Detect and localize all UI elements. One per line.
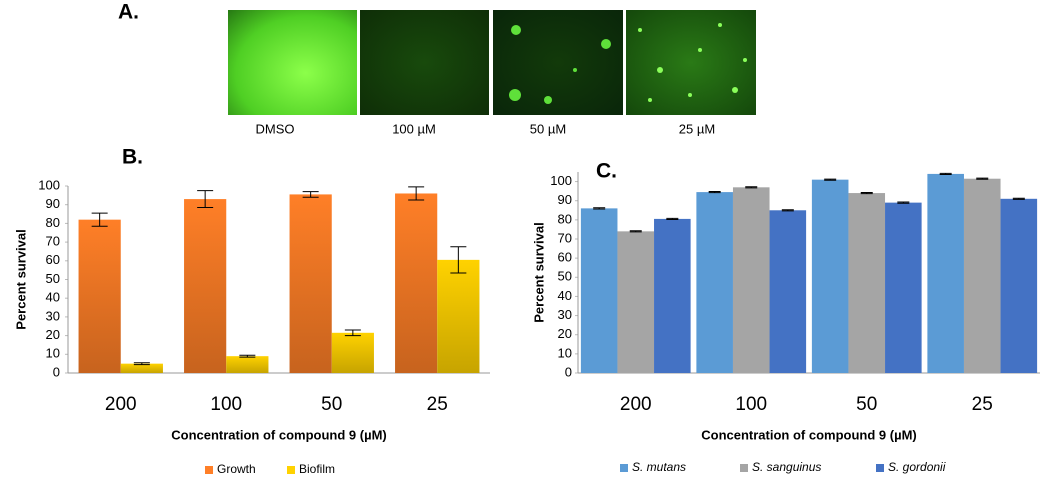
error-bar: [239, 354, 256, 358]
y-tick-label: 50: [46, 271, 60, 286]
error-bar: [344, 329, 361, 337]
x-axis-title: Concentration of compound 9 (µM): [171, 427, 386, 442]
bar: [617, 231, 655, 373]
x-tick-label: 200: [105, 394, 137, 415]
x-axis-title: Concentration of compound 9 (µM): [701, 427, 916, 442]
bar: [885, 202, 922, 373]
y-tick-label: 50: [558, 269, 572, 284]
micrograph: [228, 10, 357, 115]
y-tick-label: 100: [38, 177, 60, 192]
bar: [848, 193, 886, 373]
bar: [437, 259, 480, 373]
legend-label: Growth: [217, 462, 256, 476]
y-tick-label: 20: [46, 327, 60, 342]
y-tick-label: 60: [46, 252, 60, 267]
y-tick-label: 90: [46, 196, 60, 211]
bar: [580, 208, 618, 373]
panel-label: A.: [118, 1, 139, 24]
y-tick-label: 0: [53, 364, 60, 379]
bar: [654, 218, 691, 373]
legend-swatch: [876, 464, 884, 472]
micrograph-spots: [638, 23, 747, 102]
error-bar: [593, 207, 606, 210]
y-tick-label: 20: [558, 326, 572, 341]
micrograph: [626, 10, 756, 115]
y-tick-label: 40: [558, 288, 572, 303]
y-tick-label: 40: [46, 290, 60, 305]
x-tick-label: 50: [856, 394, 877, 415]
y-tick-label: 100: [550, 173, 572, 188]
y-tick-label: 80: [558, 211, 572, 226]
x-tick-label: 100: [735, 394, 767, 415]
legend-label: S. sanguinus: [752, 460, 821, 474]
error-bar: [976, 177, 989, 180]
error-bar: [133, 362, 150, 366]
error-bar: [666, 217, 679, 220]
y-tick-label: 10: [558, 345, 572, 360]
bar: [120, 363, 163, 373]
error-bar: [450, 246, 467, 274]
error-bar: [408, 186, 425, 201]
x-tick-label: 200: [620, 394, 652, 415]
x-tick-label: 25: [427, 394, 448, 415]
y-tick-label: 70: [46, 234, 60, 249]
legend-swatch: [740, 464, 748, 472]
bar: [696, 192, 733, 373]
bar: [78, 219, 121, 373]
y-tick-label: 80: [46, 215, 60, 230]
error-bar: [708, 191, 721, 194]
y-tick-label: 90: [558, 192, 572, 207]
error-bar: [302, 191, 319, 198]
bar: [226, 356, 269, 373]
error-bar: [745, 186, 758, 189]
y-axis-title: Percent survival: [13, 229, 28, 329]
panel-label: C.: [596, 160, 617, 183]
legend-swatch: [620, 464, 628, 472]
error-bar: [1012, 197, 1025, 200]
image-caption: 25 µM: [679, 121, 715, 136]
error-bar: [860, 191, 873, 195]
bar: [732, 187, 770, 373]
legend-swatch: [287, 466, 295, 474]
bar: [963, 178, 1001, 373]
error-bar: [939, 172, 952, 175]
y-tick-label: 0: [565, 364, 572, 379]
image-caption: 100 µM: [392, 121, 436, 136]
bar: [811, 179, 849, 373]
bar: [289, 194, 332, 373]
y-axis-title: Percent survival: [531, 222, 546, 322]
error-bar: [824, 178, 837, 181]
error-bar: [91, 212, 108, 227]
legend-label: S. gordonii: [888, 460, 946, 474]
bar: [769, 210, 807, 373]
bar: [1000, 198, 1038, 373]
legend-label: S. mutans: [632, 460, 686, 474]
panel-label: B.: [122, 146, 143, 169]
image-caption: 50 µM: [530, 121, 566, 136]
bar: [395, 193, 438, 373]
error-bar: [629, 230, 642, 233]
y-tick-label: 60: [558, 250, 572, 265]
micrograph: [360, 10, 489, 115]
y-tick-label: 30: [558, 307, 572, 322]
x-tick-label: 100: [210, 394, 242, 415]
x-tick-label: 50: [321, 394, 342, 415]
y-tick-label: 70: [558, 230, 572, 245]
y-tick-label: 10: [46, 346, 60, 361]
y-tick-label: 30: [46, 308, 60, 323]
micrograph-spots: [509, 25, 611, 104]
error-bar: [197, 190, 214, 209]
x-tick-label: 25: [972, 394, 993, 415]
bar: [927, 173, 964, 373]
legend-swatch: [205, 466, 213, 474]
error-bar: [897, 201, 910, 204]
error-bar: [781, 209, 794, 212]
bar: [184, 199, 227, 373]
bar: [331, 332, 374, 373]
legend-label: Biofilm: [299, 462, 335, 476]
image-caption: DMSO: [256, 121, 295, 136]
